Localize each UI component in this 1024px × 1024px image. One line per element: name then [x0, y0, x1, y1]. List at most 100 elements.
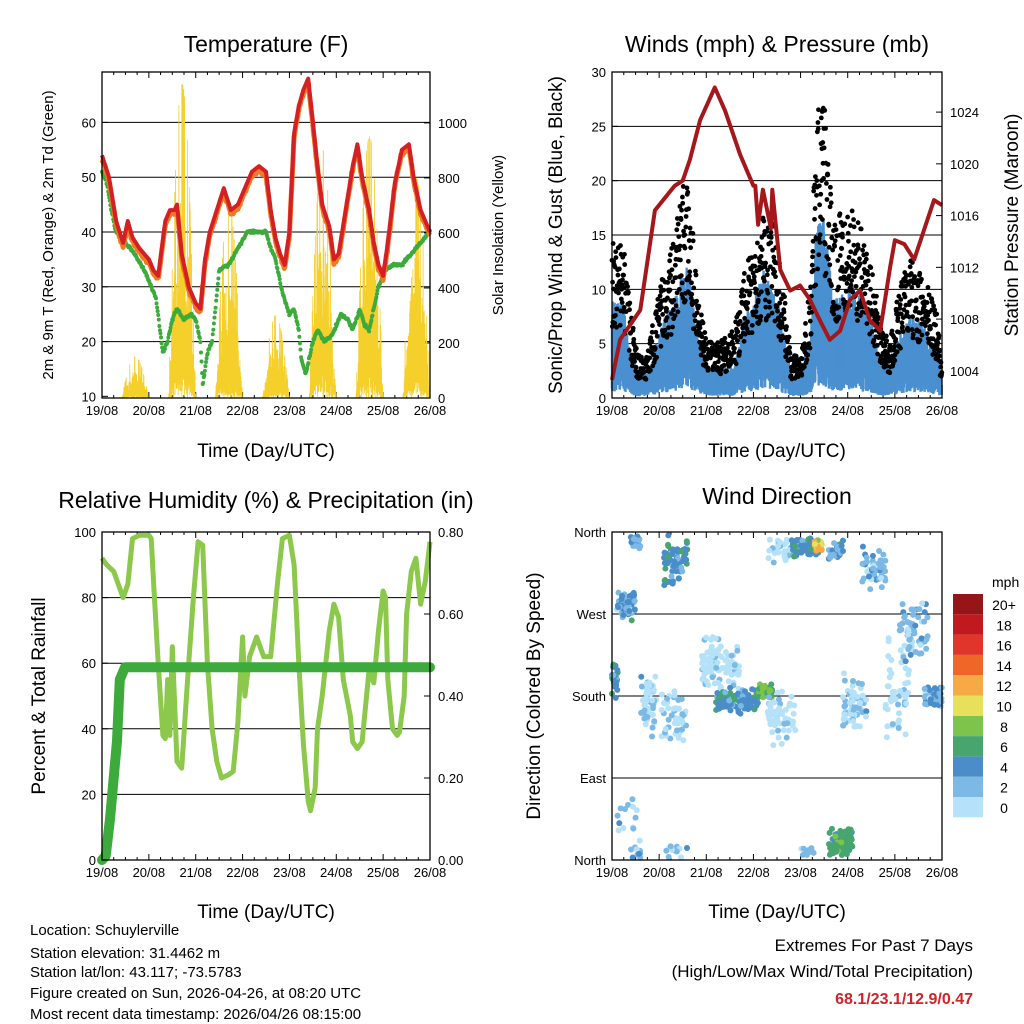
dewpoint-point [278, 281, 283, 286]
wind-direction-point [901, 642, 908, 649]
extremes-subtitle: (High/Low/Max Wind/Total Precipitation) [672, 962, 973, 981]
wind-direction-point [614, 812, 621, 819]
wind-gust-point [853, 283, 859, 289]
temp-y-right-tick-label: 600 [438, 226, 460, 241]
wind-gust-point [765, 267, 770, 273]
wind-direction-point [665, 716, 672, 723]
pressure-line [610, 85, 944, 381]
wind-direction-point [625, 801, 632, 808]
wind-direction-point [675, 734, 682, 741]
wind-direction-point [907, 651, 914, 658]
wind-gust-point [657, 293, 663, 299]
dir-y-tick-label: North [574, 525, 606, 540]
wind-direction-point [849, 843, 856, 850]
wind-direction-point [775, 543, 782, 550]
wind-gust-point [822, 107, 828, 113]
wind-direction-point [630, 825, 637, 832]
wind-gust-point [827, 204, 833, 210]
wind-gust-point [777, 300, 783, 306]
temp-y-tick-label: 40 [82, 225, 96, 240]
dewpoint-point [165, 339, 170, 344]
dewpoint-point [275, 266, 280, 271]
wind-gust-point [827, 184, 833, 190]
wind-gust-point [806, 341, 812, 347]
wind-direction-point [735, 708, 742, 715]
wind-direction-point [706, 664, 713, 671]
wind-gust-point [691, 326, 697, 332]
wind-gust-point [665, 280, 671, 285]
wind-gust-point [845, 214, 851, 220]
dewpoint-point [296, 327, 301, 332]
legend-label: 16 [996, 638, 1012, 654]
wind-gust-point [815, 266, 821, 272]
wind-gust-point [665, 295, 670, 301]
wind-gust-point [660, 311, 666, 317]
wind-direction-point [832, 842, 839, 849]
wind-gust-point [874, 293, 879, 299]
wind-direction-point [715, 679, 722, 686]
wind-gust-point [768, 229, 774, 235]
wind-gust-point [852, 260, 858, 265]
wind-gust-point [865, 272, 871, 278]
wind-gust-point [741, 338, 747, 344]
rh-axes: 0 20 40 60 80 100 0.00 0.20 0.40 0.60 0.80 19/08 20/… [74, 525, 463, 880]
wind-direction-point [736, 668, 743, 675]
wind-direction-point [921, 609, 928, 616]
dewpoint-point [168, 328, 173, 333]
wind-gust-point [919, 316, 925, 322]
wind-gust-point [814, 178, 820, 183]
dewpoint-point [162, 346, 167, 351]
wind-direction-point [776, 720, 783, 727]
wind-gust-point [702, 330, 708, 335]
temp-y-label-right: Solar Insolation (Yellow) [490, 155, 507, 315]
wind-gust-point [667, 287, 673, 293]
wind-gust-point [810, 267, 816, 273]
wind-gust-point [910, 314, 916, 320]
wind-gust-point [894, 299, 900, 305]
wind-direction-point [901, 613, 908, 620]
wind-direction-point [918, 650, 925, 657]
dewpoint-point [205, 351, 210, 356]
wind-direction-point [770, 742, 777, 749]
wind-gust-point [668, 272, 673, 278]
wind-gust-point [823, 125, 828, 131]
wind-direction-point [699, 676, 706, 683]
temp-y-right-tick-label: 200 [438, 336, 460, 351]
wind-gust-point [681, 228, 686, 234]
wind-direction-point [641, 707, 648, 714]
wind-direction-point [906, 636, 913, 643]
wind-gust-point [757, 318, 763, 323]
dewpoint-point [166, 335, 171, 340]
wind-gust-point [896, 329, 902, 335]
wind-direction-point [645, 688, 652, 695]
wind-gust-point [652, 345, 658, 351]
dewpoint-point [215, 281, 220, 286]
dewpoint-point [279, 287, 284, 292]
wind-direction-point [635, 537, 642, 544]
wind-gust-point [639, 354, 644, 360]
wind-direction-point [846, 828, 853, 835]
wind-gust-point [867, 300, 873, 306]
wind-gust-point [926, 292, 932, 298]
wind-gust-point [830, 299, 836, 305]
wind-gust-point [679, 280, 685, 286]
temp-x-tick-label: 25/08 [367, 403, 400, 418]
wind-gust-point [904, 272, 909, 278]
wind-direction-point [678, 726, 685, 733]
wind-direction-point [713, 650, 720, 657]
wind-gust-point [893, 336, 899, 342]
wind-gust-point [820, 217, 825, 222]
wind-gust-point [769, 310, 775, 316]
wind-gust-point [780, 324, 786, 330]
wind-direction-point [641, 701, 648, 708]
rh-y-right-tick-label: 0.00 [438, 853, 463, 868]
wind-direction-point [850, 706, 857, 713]
wind-gust-point [673, 275, 679, 281]
legend-title: mph [992, 574, 1019, 590]
wind-direction-point [632, 542, 639, 549]
wind-direction-point [629, 803, 636, 810]
wind-gust-point [613, 249, 619, 255]
wind-gust-point [859, 275, 865, 280]
wind-direction-point [626, 608, 633, 615]
wind-gust-point [658, 284, 664, 290]
